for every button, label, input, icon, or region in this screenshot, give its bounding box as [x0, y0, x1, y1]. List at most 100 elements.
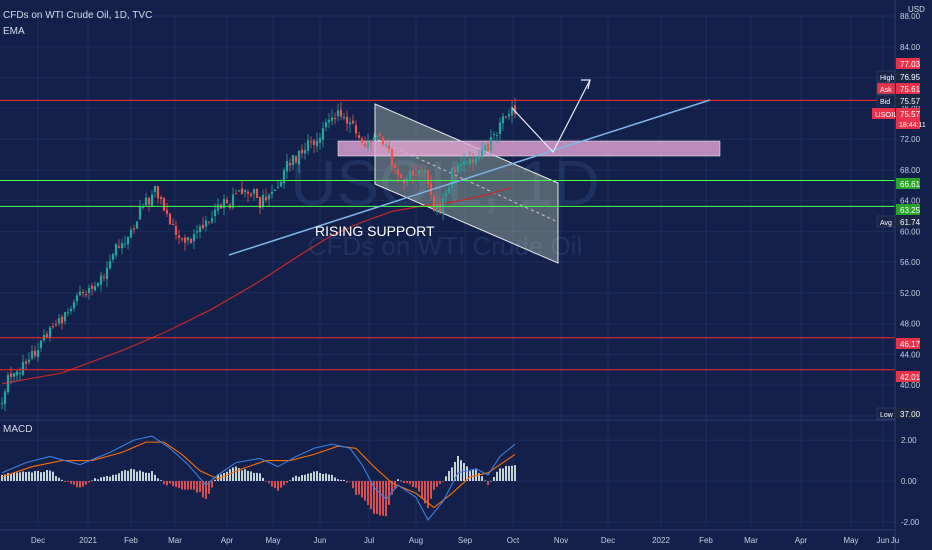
- candle-body: [432, 196, 436, 211]
- candle-body: [213, 209, 217, 217]
- candle-body: [510, 106, 514, 116]
- price-tick-label: 72.00: [900, 135, 921, 144]
- candle-body: [495, 135, 499, 137]
- macd-signal-line: [1, 441, 516, 509]
- candle-body: [459, 163, 463, 167]
- candle-body: [462, 161, 466, 165]
- macd-histogram-bar: [268, 481, 270, 484]
- macd-histogram-bar: [184, 481, 186, 490]
- macd-histogram-bar: [352, 481, 354, 489]
- chart-title: CFDs on WTI Crude Oil, 1D, TVC: [3, 10, 153, 21]
- candle-body: [201, 224, 205, 229]
- macd-histogram-bar: [490, 480, 492, 482]
- candle-body: [414, 174, 418, 176]
- macd-histogram-bar: [91, 480, 93, 482]
- macd-histogram-bar: [22, 471, 24, 481]
- candle-body: [465, 161, 469, 164]
- candle-body: [108, 261, 112, 269]
- macd-histogram-bar: [94, 478, 96, 481]
- macd-histogram-bar: [214, 479, 216, 481]
- macd-histogram-bar: [370, 481, 372, 510]
- label-value-badge: [896, 338, 920, 349]
- macd-histogram-bar: [325, 473, 327, 481]
- time-tick-label: Apr: [221, 536, 234, 545]
- macd-histogram-bar: [46, 469, 48, 481]
- macd-histogram-bar: [316, 471, 318, 481]
- macd-histogram-bar: [274, 481, 276, 489]
- macd-histogram-bar: [154, 474, 156, 481]
- candle-body: [135, 221, 139, 229]
- candle-body: [51, 326, 55, 328]
- macd-histogram-bar: [448, 470, 450, 481]
- time-tick-label: Jun: [314, 536, 327, 545]
- macd-histogram-bar: [430, 481, 432, 499]
- candle-body: [363, 143, 367, 147]
- macd-histogram-bar: [262, 477, 264, 481]
- candle-body: [204, 220, 208, 227]
- macd-histogram-bar: [328, 474, 330, 481]
- macd-histogram-bar: [148, 472, 150, 481]
- candle-body: [420, 170, 424, 172]
- candle-body: [147, 197, 151, 205]
- macd-histogram-bar: [172, 481, 174, 487]
- macd-tick-label: 0.00: [901, 477, 917, 486]
- macd-histogram-bar: [16, 472, 18, 481]
- macd-histogram-bar: [118, 473, 120, 481]
- candle-body: [354, 125, 358, 134]
- macd-histogram-bar: [112, 474, 114, 481]
- ema-indicator-label[interactable]: EMA: [3, 26, 25, 37]
- candle-body: [27, 359, 31, 363]
- candle-body: [24, 361, 28, 364]
- candle-body: [480, 149, 484, 156]
- candle-body: [222, 199, 226, 209]
- candle-body: [345, 116, 349, 124]
- candle-body: [321, 128, 325, 140]
- macd-histogram-bar: [55, 476, 57, 481]
- candle-body: [390, 149, 394, 166]
- label-name: Bid: [880, 99, 890, 106]
- candle-body: [501, 116, 505, 124]
- price-axis[interactable]: 36.0040.0044.0048.0052.0056.0060.0064.00…: [894, 0, 921, 550]
- candle-body: [255, 188, 259, 198]
- candle-body: [111, 253, 115, 260]
- rising-support-trendline: [228, 99, 711, 256]
- candle-body: [351, 120, 355, 124]
- macd-histogram-bar: [169, 481, 171, 484]
- macd-histogram-bar: [508, 466, 510, 481]
- candle-body: [195, 231, 199, 233]
- time-tick-label: Mar: [744, 536, 758, 545]
- macd-histogram-bar: [88, 481, 90, 483]
- candle-body: [87, 288, 91, 293]
- candle-body: [129, 229, 133, 238]
- candle-body: [126, 237, 130, 245]
- macd-histogram-bar: [322, 473, 324, 481]
- macd-histogram-bar: [439, 481, 441, 485]
- macd-label[interactable]: MACD: [3, 424, 33, 435]
- candle-body: [327, 119, 331, 123]
- time-tick-label: Jun: [877, 536, 890, 545]
- macd-histogram-bar: [25, 472, 27, 481]
- macd-histogram-bar: [481, 476, 483, 481]
- macd-histogram-bar: [244, 469, 246, 481]
- macd-histogram-bar: [142, 471, 144, 481]
- chart-drawings-back: [337, 103, 721, 264]
- label-value: 75.61: [900, 85, 921, 94]
- candle-body: [0, 402, 4, 404]
- label-value: 76.95: [900, 73, 921, 82]
- candle-body: [66, 312, 70, 314]
- macd-histogram-bar: [85, 481, 87, 485]
- candle-body: [438, 203, 442, 212]
- candle-body: [144, 197, 148, 206]
- time-axis[interactable]: Dec 2021 Feb Mar Apr May Jun Jul Aug Sep Oct Nov Dec…: [31, 536, 899, 545]
- macd-histogram-bar: [406, 481, 408, 484]
- candle-body: [96, 283, 100, 287]
- candle-body: [261, 194, 265, 207]
- macd-histogram-bar: [376, 481, 378, 515]
- macd-histogram-bar: [451, 467, 453, 481]
- macd-histogram-bar: [364, 481, 366, 501]
- time-tick-label: May: [843, 536, 858, 545]
- candle-body: [411, 170, 415, 176]
- macd-histogram-bar: [295, 475, 297, 481]
- macd-histogram-bar: [301, 475, 303, 481]
